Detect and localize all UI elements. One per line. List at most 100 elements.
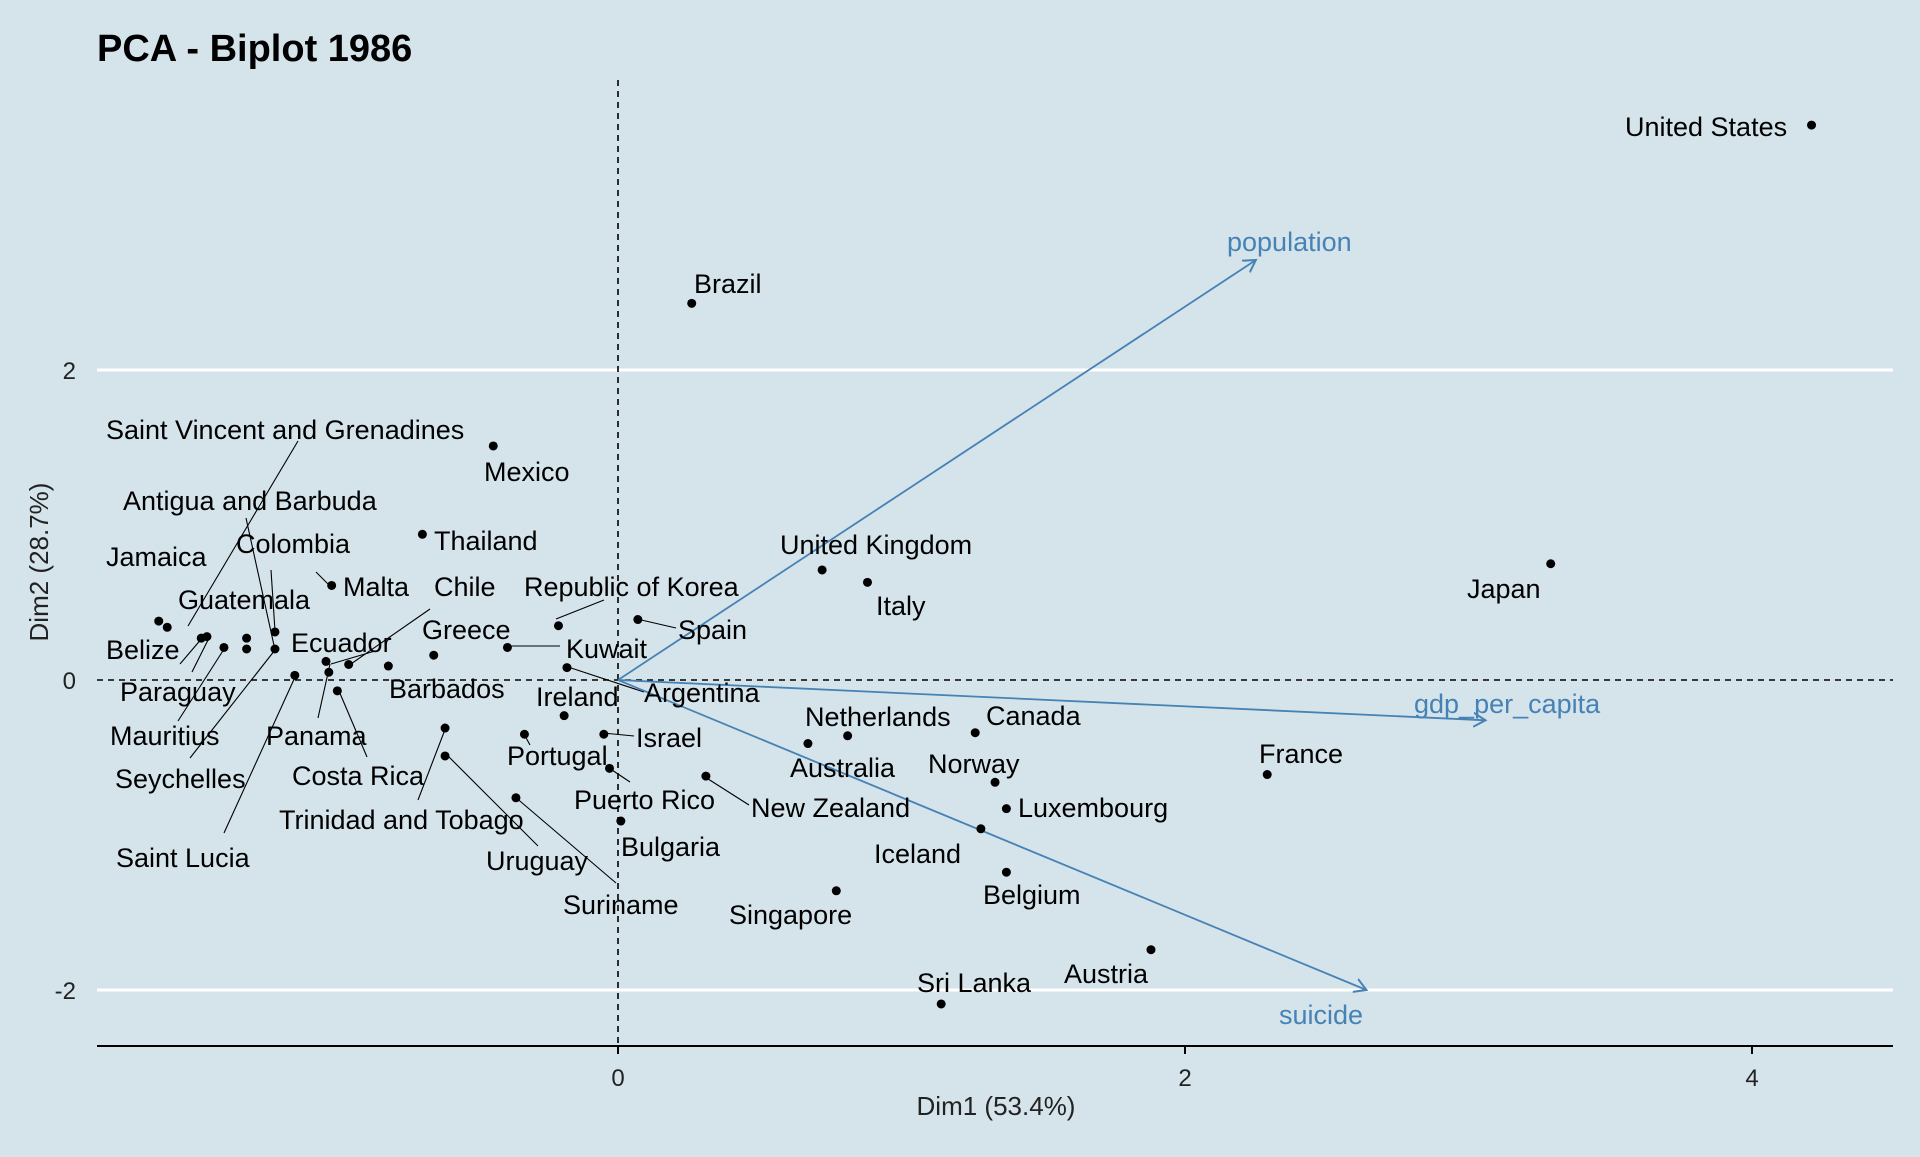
point-portugal: [519, 729, 529, 739]
point-norway: [990, 777, 1000, 787]
grid: [97, 368, 1893, 992]
point-antigua-and-barbuda: [270, 644, 280, 654]
point-chile: [344, 660, 354, 669]
leader-argentina: [564, 665, 645, 693]
label-portugal: Portugal: [507, 741, 608, 771]
point-saint-vincent-and-grenadines: [162, 622, 172, 632]
label-barbados: Barbados: [389, 674, 505, 704]
leader-new-zealand: [704, 776, 750, 806]
label-belize: Belize: [106, 635, 180, 665]
label-antigua-and-barbuda: Antigua and Barbuda: [123, 486, 378, 516]
point-italy: [862, 577, 872, 587]
y-tick-label-0: -2: [55, 978, 76, 1005]
point-saint-lucia: [290, 670, 300, 680]
data-points: [154, 120, 1817, 1009]
leader-ecuador: [330, 650, 376, 665]
leader-saint-vincent-and-grenadines: [187, 440, 299, 627]
point-mauritius: [219, 642, 229, 652]
point-bulgaria: [616, 816, 626, 826]
point-canada: [970, 728, 980, 738]
label-singapore: Singapore: [729, 900, 852, 930]
label-seychelles: Seychelles: [115, 764, 246, 794]
label-saint-lucia: Saint Lucia: [116, 843, 251, 873]
label-leader-lines: [177, 440, 750, 884]
label-costa-rica: Costa Rica: [292, 761, 425, 791]
leader-colombia: [270, 569, 276, 632]
leader-paraguay: [191, 635, 211, 673]
point-australia: [843, 731, 853, 741]
arrow-population: [617, 260, 1256, 681]
arrow-suicide: [617, 679, 1366, 990]
label-austria: Austria: [1064, 959, 1149, 989]
label-chile: Chile: [434, 572, 496, 602]
point-iceland: [976, 824, 986, 834]
label-greece: Greece: [422, 615, 511, 645]
leader-saint-lucia: [223, 674, 297, 834]
label-spain: Spain: [678, 615, 747, 645]
point-republic-of-korea: [553, 621, 563, 631]
label-mexico: Mexico: [484, 457, 570, 487]
label-france: France: [1259, 739, 1343, 769]
arrow-label-suicide: suicide: [1279, 1000, 1363, 1030]
point-greece: [429, 650, 439, 660]
x-tick-label-1: 2: [1178, 1065, 1191, 1092]
label-argentina: Argentina: [644, 678, 761, 708]
label-suriname: Suriname: [563, 890, 679, 920]
point-singapore: [831, 886, 841, 896]
leader-chile: [347, 608, 431, 667]
x-tick-label-2: 4: [1745, 1065, 1758, 1092]
point-suriname: [511, 793, 521, 803]
label-republic-of-korea: Republic of Korea: [524, 572, 740, 602]
label-panama: Panama: [266, 721, 368, 751]
leader-trinidad-and-tobago: [417, 726, 447, 801]
point-netherlands: [803, 739, 813, 749]
label-mauritius: Mauritius: [110, 721, 220, 751]
point-spain: [633, 615, 643, 625]
point-austria: [1146, 945, 1156, 955]
point-barbados: [383, 661, 393, 671]
point-thailand: [417, 529, 427, 539]
leader-uruguay: [446, 754, 539, 847]
point-argentina: [559, 711, 569, 721]
label-israel: Israel: [636, 723, 702, 753]
reference-lines: [97, 80, 1893, 1046]
x-axis-title: Dim1 (53.4%): [917, 1091, 1076, 1121]
point-paraguay: [202, 632, 212, 642]
label-malta: Malta: [343, 572, 410, 602]
point-ecuador: [324, 667, 334, 677]
point-israel: [599, 729, 609, 739]
point-brazil: [687, 298, 697, 308]
point-uruguay: [440, 751, 450, 761]
point-france: [1262, 770, 1272, 780]
label-sri-lanka: Sri Lanka: [917, 968, 1032, 998]
label-brazil: Brazil: [694, 269, 762, 299]
x-tick-label-0: 0: [611, 1065, 624, 1092]
point-panama: [321, 656, 331, 666]
label-belgium: Belgium: [983, 880, 1081, 910]
label-jamaica: Jamaica: [106, 542, 208, 572]
axes: 0 2 4 -2 0 2: [55, 358, 1893, 1092]
leader-republic-of-korea: [555, 599, 605, 620]
label-norway: Norway: [928, 749, 1020, 779]
point-costa-rica: [332, 686, 342, 696]
label-paraguay: Paraguay: [120, 677, 236, 707]
y-axis-title: Dim2 (28.7%): [24, 483, 54, 642]
label-canada: Canada: [986, 701, 1082, 731]
leader-spain: [636, 618, 677, 629]
y-tick-label-1: 0: [63, 668, 76, 695]
point-jamaica: [154, 616, 164, 626]
label-bulgaria: Bulgaria: [621, 832, 721, 862]
y-tick-label-2: 2: [63, 358, 76, 385]
label-ireland: Ireland: [536, 682, 619, 712]
point-mexico: [488, 441, 498, 451]
leader-antigua-and-barbuda: [245, 517, 276, 651]
arrow-gdp-per-capita: [617, 679, 1486, 720]
point-trinidad-and-tobago: [440, 723, 450, 733]
label-thailand: Thailand: [434, 526, 538, 556]
point-ireland: [562, 663, 572, 673]
label-united-states: United States: [1625, 112, 1787, 142]
point-seychelles: [242, 644, 252, 654]
